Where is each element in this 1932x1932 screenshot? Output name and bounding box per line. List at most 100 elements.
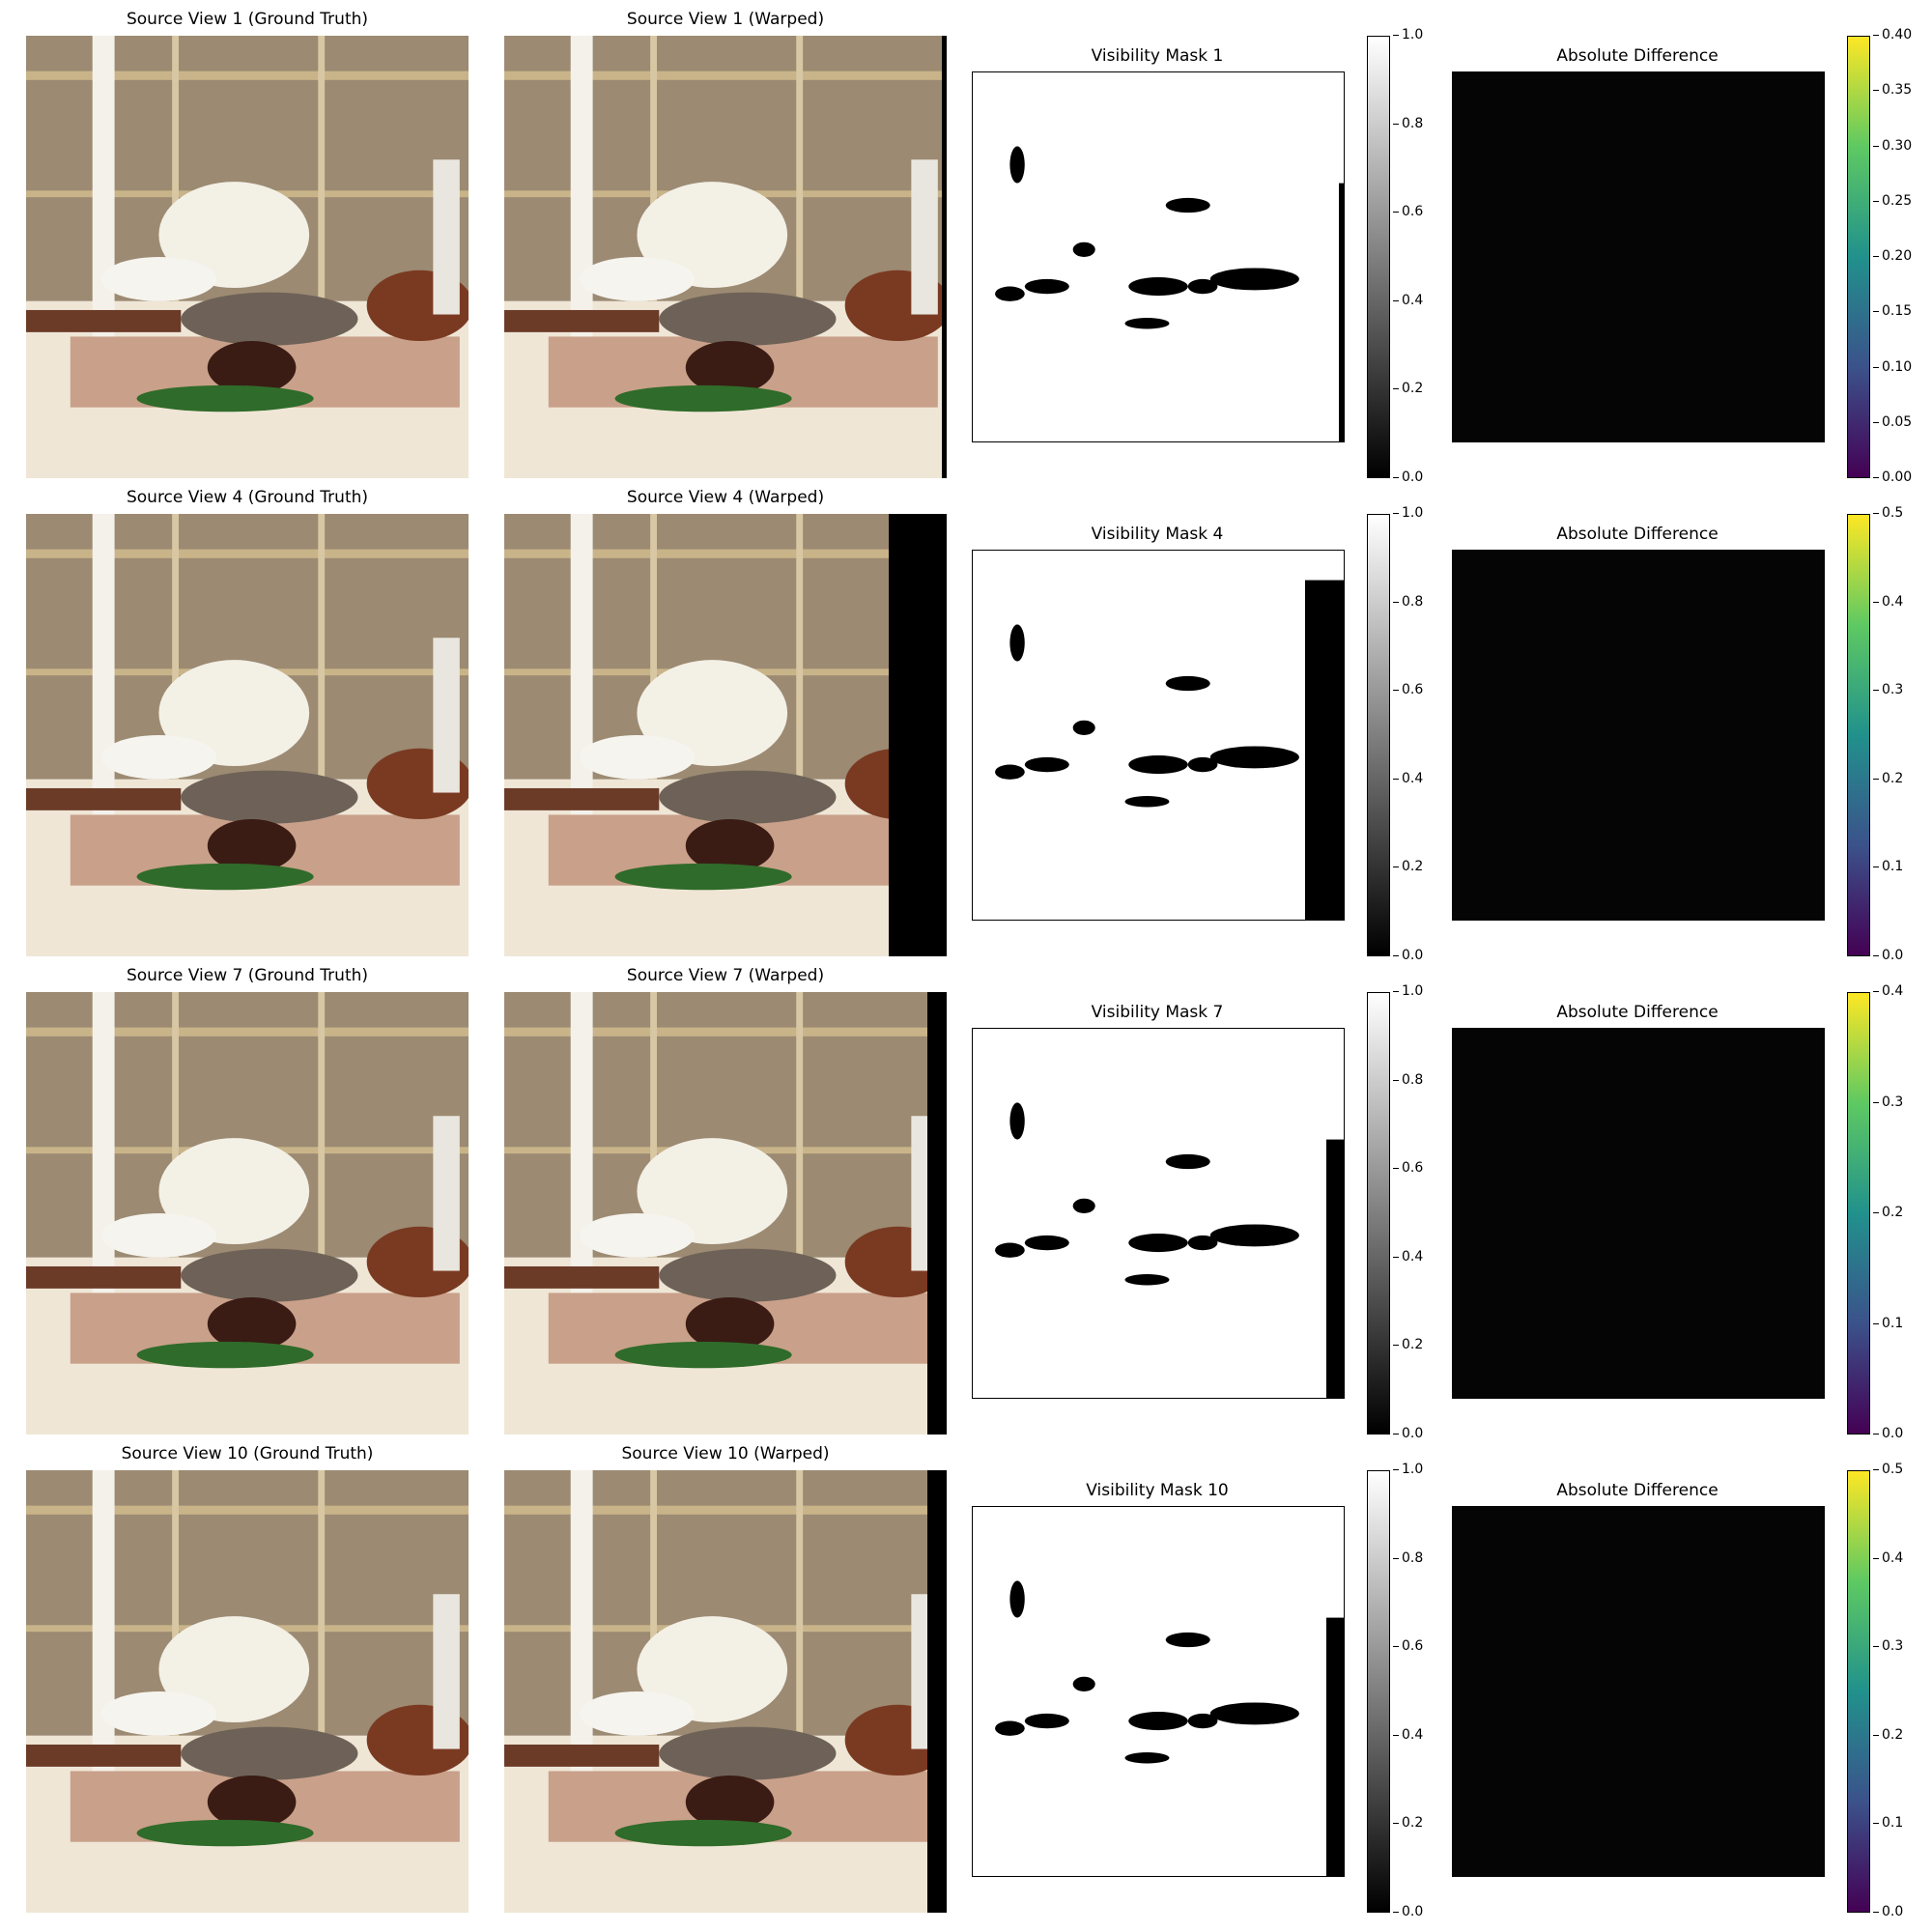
difference-colorbar-tick: 0.00	[1872, 469, 1913, 485]
mask-colorbar-tick: 0.8	[1392, 1071, 1424, 1088]
mask-colorbar-tick: 0.6	[1392, 1638, 1424, 1655]
mask-image	[995, 1580, 1344, 1876]
gt-title: Source View 1 (Ground Truth)	[126, 10, 369, 29]
absolute-difference-image	[1452, 1028, 1825, 1399]
difference-colorbar-tick: 0.0	[1872, 948, 1904, 963]
difference-colorbar	[1847, 1470, 1870, 1913]
difference-colorbar-tick: 0.0	[1872, 1426, 1904, 1441]
difference-colorbar-tick: 0.25	[1872, 192, 1913, 209]
ground-truth-image	[26, 1470, 469, 1913]
mask-image	[995, 580, 1344, 920]
absolute-difference-image	[1452, 71, 1825, 442]
warped-image	[504, 514, 947, 956]
mask-colorbar-tick: 0.6	[1392, 682, 1424, 698]
diff-title: Absolute Difference	[1556, 525, 1719, 544]
mask-colorbar	[1367, 1470, 1390, 1913]
difference-colorbar-tick: 0.1	[1872, 859, 1904, 875]
difference-colorbar-tick: 0.5	[1872, 1462, 1904, 1477]
scene-image	[504, 992, 947, 1435]
warped-title: Source View 7 (Warped)	[626, 966, 825, 985]
difference-colorbar-tick: 0.4	[1872, 1549, 1904, 1566]
visibility-mask-image	[972, 550, 1345, 921]
mask-colorbar-tick: 0.0	[1392, 469, 1424, 485]
mask-image	[995, 146, 1344, 441]
difference-colorbar-tick: 0.3	[1872, 1094, 1904, 1110]
difference-colorbar-tick: 0.3	[1872, 1638, 1904, 1655]
scene-image	[26, 514, 469, 956]
difference-colorbar-tick: 0.20	[1872, 248, 1913, 264]
difference-colorbar-tick: 0.40	[1872, 27, 1913, 43]
ground-truth-image	[26, 514, 469, 956]
diff-title: Absolute Difference	[1556, 46, 1719, 66]
difference-colorbar-tick: 0.30	[1872, 137, 1913, 154]
warped-image	[504, 1470, 947, 1913]
mask-colorbar-tick: 0.4	[1392, 292, 1424, 308]
mask-colorbar-tick: 0.4	[1392, 1726, 1424, 1743]
mask-title: Visibility Mask 4	[1091, 525, 1224, 544]
mask-colorbar-tick: 1.0	[1392, 505, 1424, 521]
gt-title: Source View 10 (Ground Truth)	[121, 1444, 374, 1463]
difference-colorbar-tick: 0.15	[1872, 303, 1913, 320]
difference-colorbar-tick: 0.0	[1872, 1904, 1904, 1919]
difference-colorbar	[1847, 992, 1870, 1435]
absolute-difference-image	[1452, 1506, 1825, 1877]
difference-colorbar-tick: 0.4	[1872, 983, 1904, 999]
warped-image	[504, 36, 947, 478]
warped-title: Source View 10 (Warped)	[621, 1444, 830, 1463]
gt-title: Source View 4 (Ground Truth)	[126, 488, 369, 507]
difference-colorbar-tick: 0.10	[1872, 358, 1913, 375]
mask-colorbar-tick: 0.4	[1392, 770, 1424, 786]
mask-colorbar-tick: 0.8	[1392, 115, 1424, 131]
mask-colorbar-tick: 0.8	[1392, 1549, 1424, 1566]
difference-colorbar-tick: 0.4	[1872, 593, 1904, 610]
difference-colorbar-tick: 0.35	[1872, 82, 1913, 99]
scene-image	[504, 36, 947, 478]
diff-title: Absolute Difference	[1556, 1003, 1719, 1022]
mask-colorbar-tick: 1.0	[1392, 27, 1424, 43]
mask-colorbar-tick: 0.0	[1392, 948, 1424, 963]
mask-title: Visibility Mask 1	[1091, 46, 1224, 66]
mask-colorbar-tick: 1.0	[1392, 983, 1424, 999]
warped-image	[504, 992, 947, 1435]
difference-colorbar	[1847, 36, 1870, 478]
difference-colorbar-tick: 0.3	[1872, 682, 1904, 698]
mask-colorbar-tick: 0.2	[1392, 1337, 1424, 1353]
mask-colorbar-tick: 0.4	[1392, 1248, 1424, 1264]
scene-image	[26, 992, 469, 1435]
mask-image	[995, 1102, 1344, 1398]
difference-colorbar-tick: 0.2	[1872, 1726, 1904, 1743]
difference-colorbar-tick: 0.05	[1872, 413, 1913, 430]
visibility-mask-image	[972, 71, 1345, 442]
diff-title: Absolute Difference	[1556, 1481, 1719, 1500]
mask-colorbar-tick: 0.0	[1392, 1426, 1424, 1441]
scene-image	[504, 514, 947, 956]
difference-colorbar	[1847, 514, 1870, 956]
visibility-mask-image	[972, 1506, 1345, 1877]
scene-image	[26, 36, 469, 478]
mask-colorbar-tick: 0.2	[1392, 381, 1424, 397]
gt-title: Source View 7 (Ground Truth)	[126, 966, 369, 985]
mask-colorbar	[1367, 514, 1390, 956]
difference-colorbar-tick: 0.2	[1872, 770, 1904, 786]
visibility-mask-image	[972, 1028, 1345, 1399]
mask-title: Visibility Mask 10	[1086, 1481, 1229, 1500]
scene-image	[504, 1470, 947, 1913]
ground-truth-image	[26, 36, 469, 478]
warped-title: Source View 1 (Warped)	[626, 10, 825, 29]
mask-colorbar-tick: 0.6	[1392, 1160, 1424, 1177]
mask-title: Visibility Mask 7	[1091, 1003, 1224, 1022]
difference-colorbar-tick: 0.1	[1872, 1815, 1904, 1832]
difference-colorbar-tick: 0.2	[1872, 1205, 1904, 1220]
mask-colorbar	[1367, 36, 1390, 478]
mask-colorbar-tick: 0.0	[1392, 1904, 1424, 1919]
mask-colorbar-tick: 1.0	[1392, 1462, 1424, 1477]
warped-title: Source View 4 (Warped)	[626, 488, 825, 507]
mask-colorbar-tick: 0.2	[1392, 859, 1424, 875]
scene-image	[26, 1470, 469, 1913]
mask-colorbar-tick: 0.8	[1392, 593, 1424, 610]
mask-colorbar-tick: 0.6	[1392, 204, 1424, 220]
mask-colorbar-tick: 0.2	[1392, 1815, 1424, 1832]
absolute-difference-image	[1452, 550, 1825, 921]
mask-colorbar	[1367, 992, 1390, 1435]
difference-colorbar-tick: 0.5	[1872, 505, 1904, 521]
